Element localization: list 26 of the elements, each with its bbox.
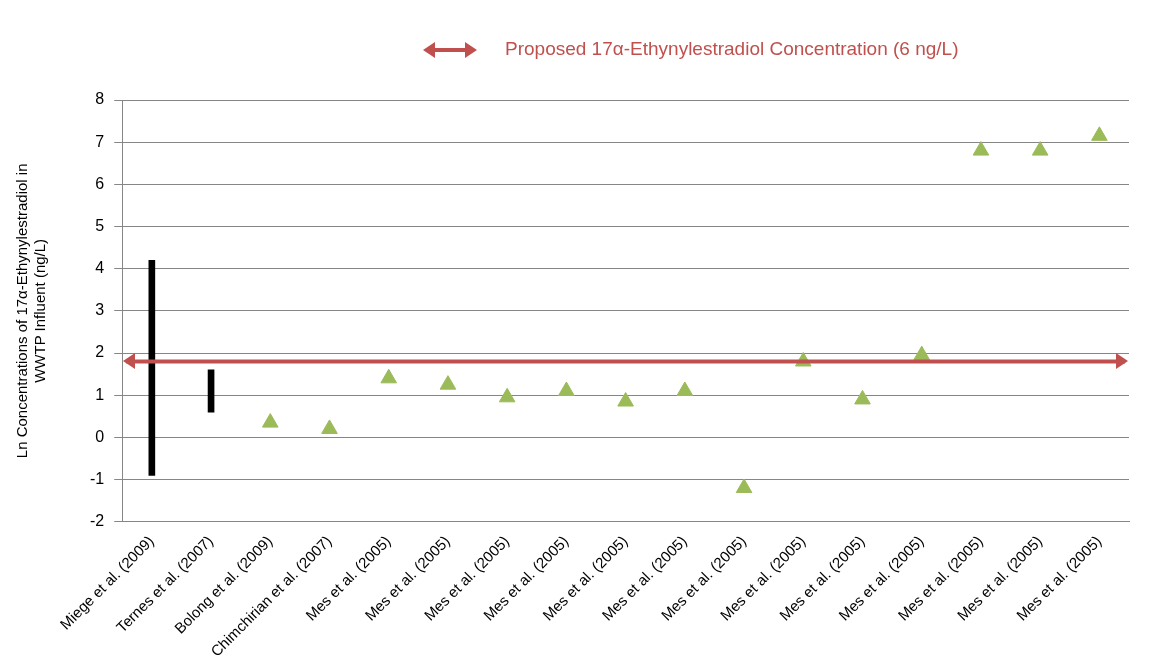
y-tick-label: 6 <box>95 174 105 192</box>
point <box>1031 141 1049 156</box>
point <box>439 375 457 390</box>
y-tick-label: 0 <box>95 427 105 445</box>
point <box>498 387 516 403</box>
y-tick-label: 4 <box>95 259 105 277</box>
point <box>261 413 279 428</box>
point <box>558 381 575 396</box>
y-tick-label: 8 <box>95 90 105 108</box>
y-tick-label: 3 <box>95 301 105 319</box>
legend-label: Proposed 17α-Ethynylestradiol Concentration (6 ng/L) <box>505 38 959 60</box>
point <box>854 389 871 405</box>
point <box>321 419 338 434</box>
y-tick-label: -2 <box>89 512 105 530</box>
y-tick-label: -1 <box>89 469 105 487</box>
y-tick-label: 1 <box>95 385 105 403</box>
point <box>735 478 753 493</box>
point <box>972 141 990 156</box>
point <box>676 381 694 396</box>
y-axis-title: Ln Concentrations of 17α-Ethynylestradiol in WWTP Influent (ng/L) <box>13 163 49 459</box>
y-tick-label: 2 <box>95 343 105 361</box>
y-tick-label: 5 <box>95 216 105 234</box>
y-tick-label: 7 <box>95 132 105 150</box>
point <box>1091 126 1108 141</box>
point <box>617 392 634 407</box>
point <box>380 368 398 384</box>
